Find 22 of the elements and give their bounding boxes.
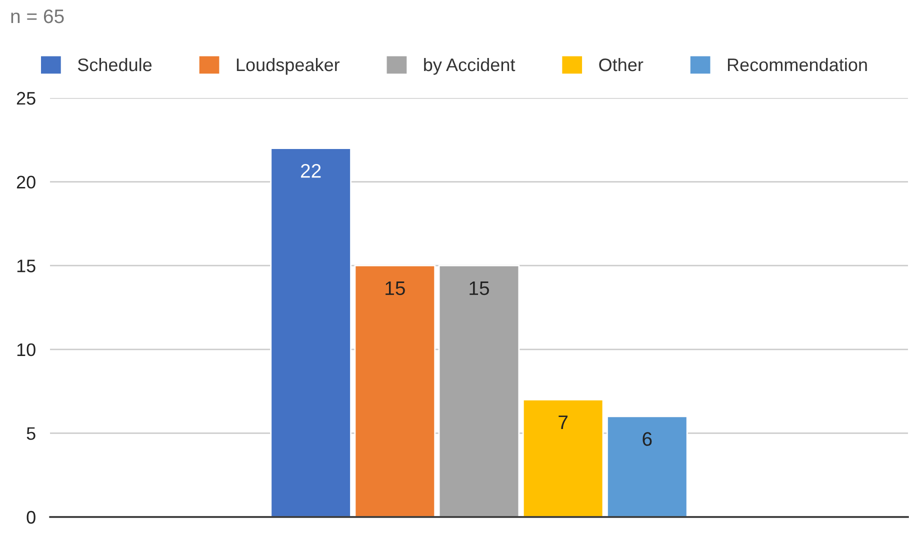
data-label: 22	[300, 164, 321, 178]
data-label: 7	[558, 416, 568, 429]
data-label: 15	[470, 282, 489, 296]
y-tick-label: 0	[26, 510, 36, 524]
y-tick-label: 15	[17, 260, 36, 272]
legend-label: Schedule	[78, 58, 152, 72]
legend-label: Loudspeaker	[236, 58, 340, 75]
legend-label: by Accident	[424, 58, 516, 75]
legend-label: Recommendation	[728, 58, 867, 72]
bar	[606, 416, 688, 517]
bar	[270, 148, 352, 517]
bar	[354, 264, 436, 517]
y-tick-label: 5	[26, 427, 36, 440]
legend-label: Other	[599, 58, 644, 72]
chart-title: n = 65	[11, 9, 64, 24]
bar	[522, 398, 604, 517]
y-tick-label: 25	[16, 92, 36, 105]
bar	[438, 264, 520, 517]
data-label: 6	[642, 432, 652, 446]
y-tick-label: 10	[17, 343, 36, 356]
data-label: 15	[386, 282, 405, 296]
y-tick-label: 20	[16, 176, 36, 189]
